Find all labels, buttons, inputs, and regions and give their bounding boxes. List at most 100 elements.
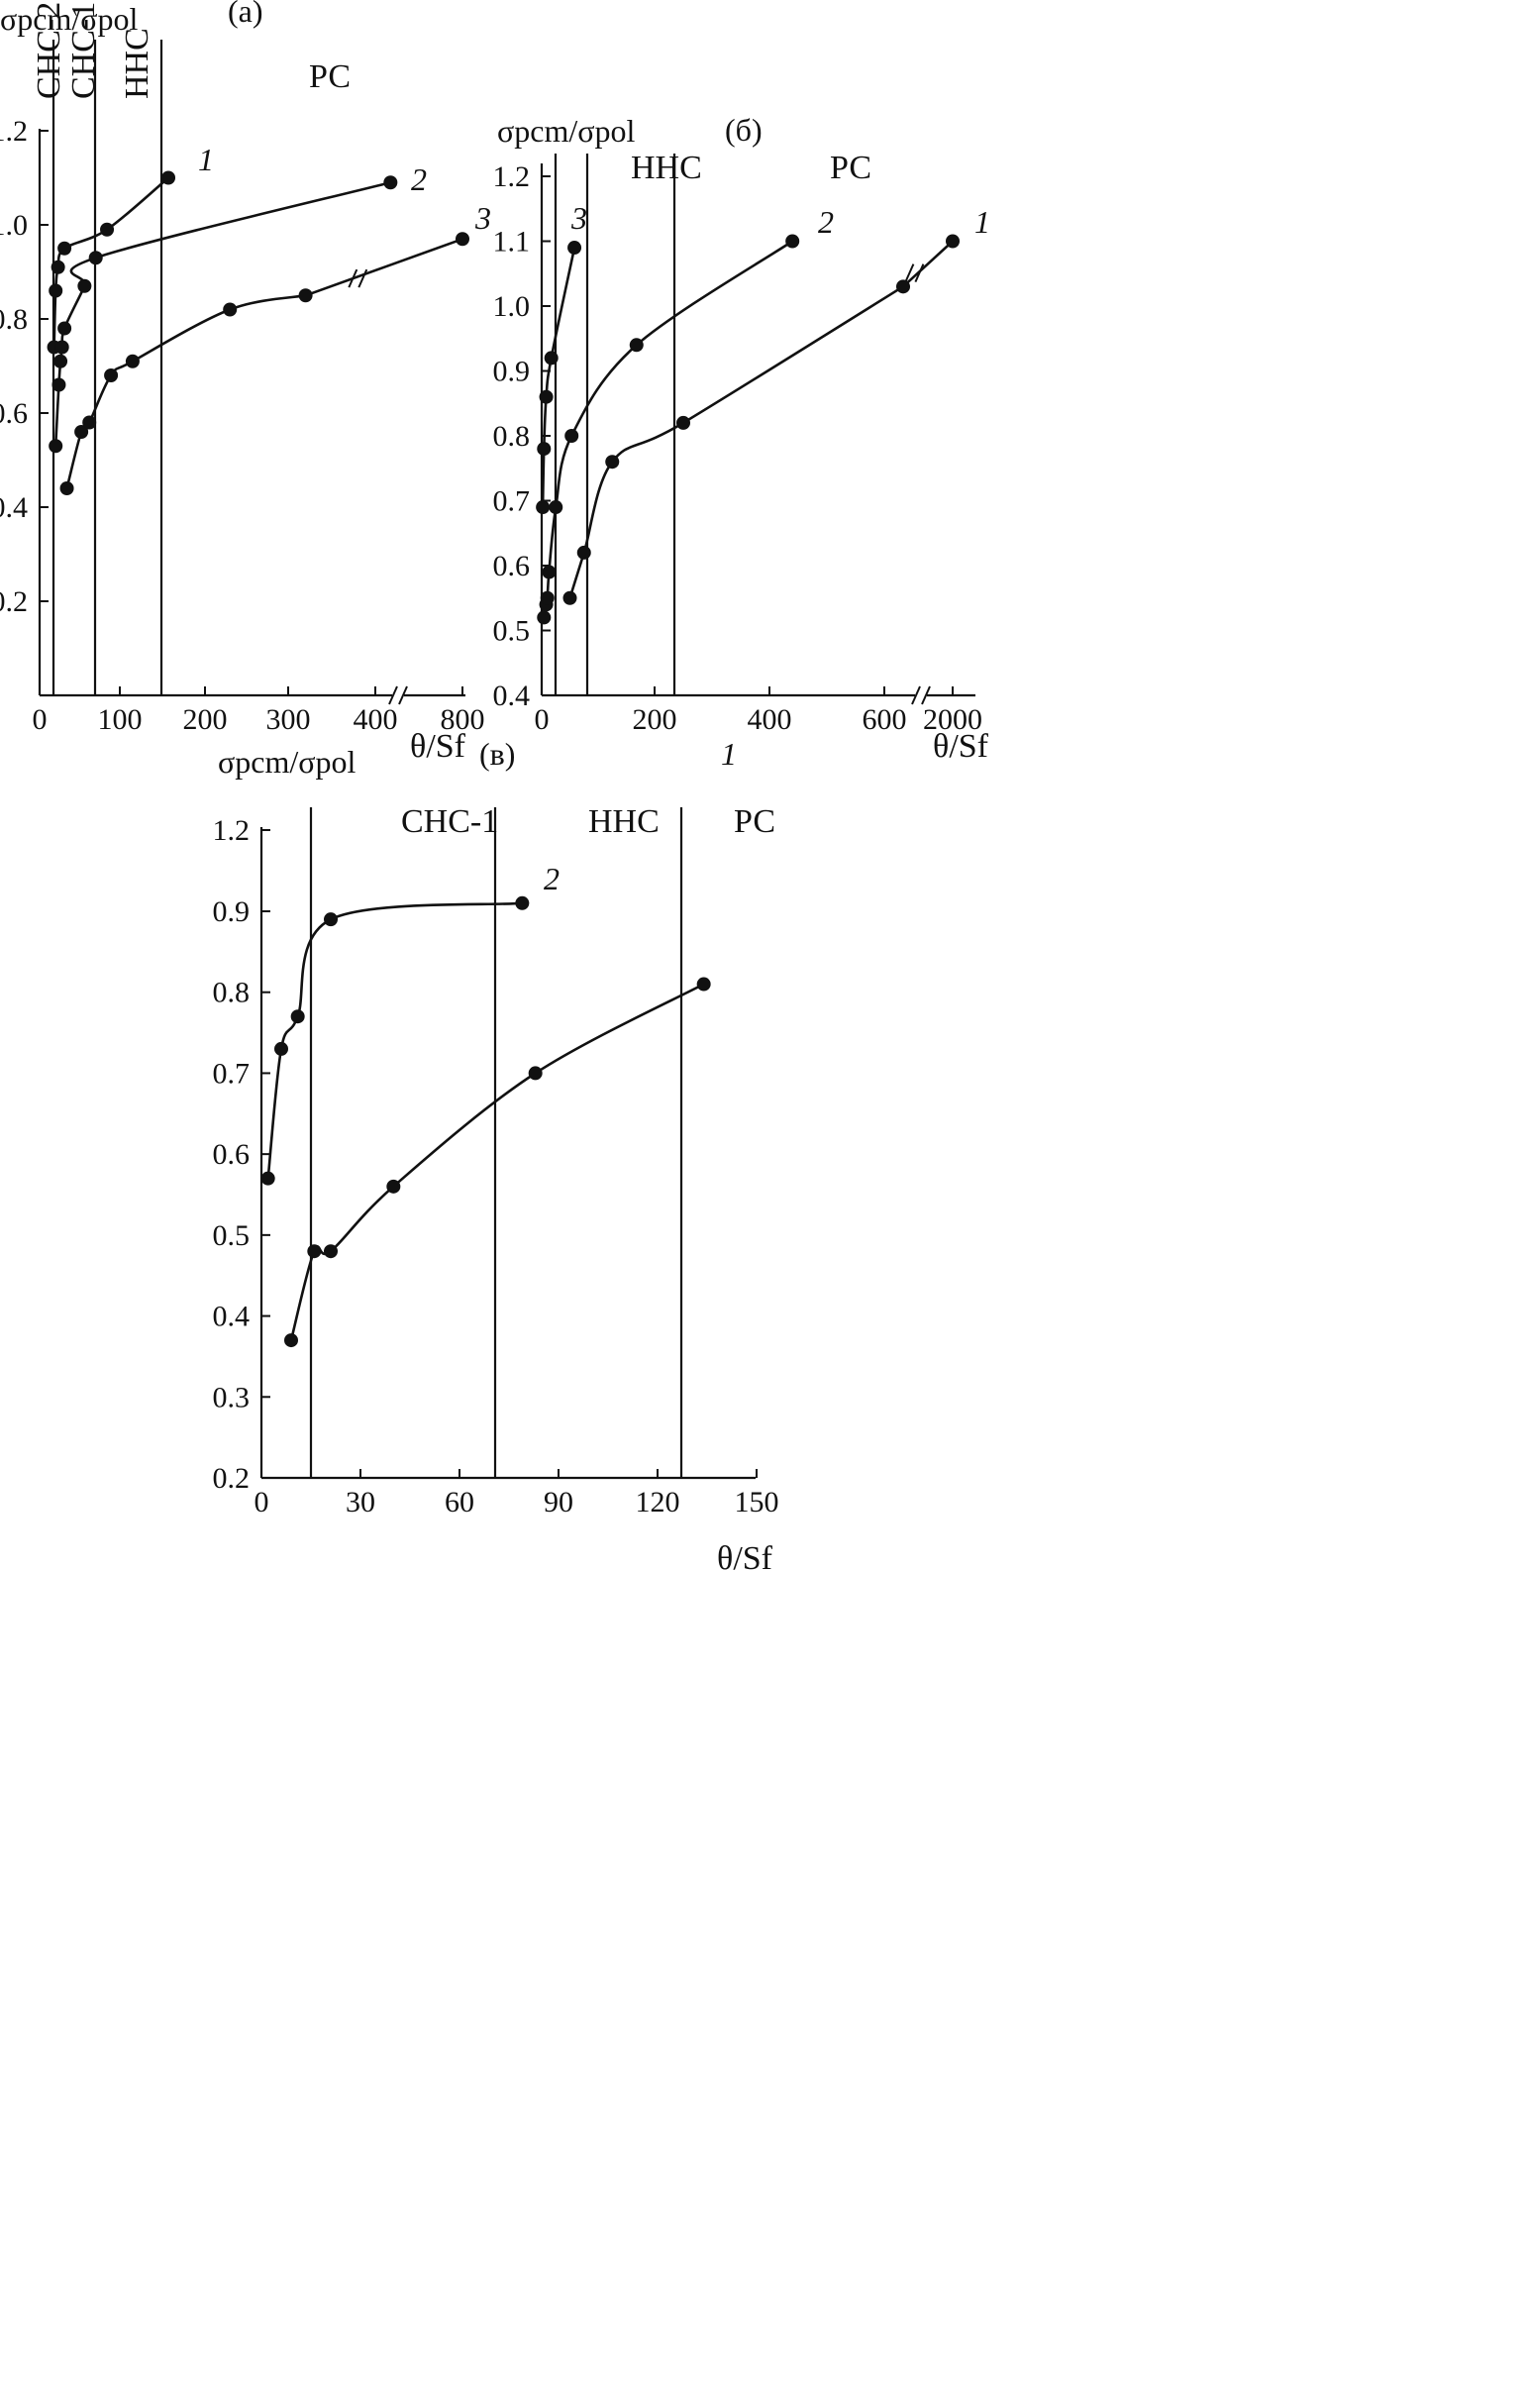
data-point: [82, 415, 97, 430]
data-point: [57, 321, 72, 336]
data-point: [324, 912, 338, 927]
x-tick-label: 800: [441, 703, 485, 736]
y-axis-label: σpcm/σpol: [497, 113, 635, 149]
region-label: РС: [309, 58, 351, 95]
y-tick-label: 0.2: [213, 1462, 251, 1495]
y-tick-label: 1.0: [493, 290, 531, 323]
data-point: [74, 425, 89, 439]
y-tick-label: 0.4: [0, 491, 28, 524]
data-point: [51, 260, 65, 274]
y-tick-label: 1.2: [0, 115, 28, 148]
y-tick-label: 0.9: [213, 895, 251, 928]
axis-break-mark: [921, 685, 931, 705]
y-tick-label: 1.2: [493, 160, 531, 193]
data-point: [549, 500, 563, 515]
chart-panel-2: (б) σpcm/σpol θ/Sf 0.4 0.5 0.6 0.7 0.8 0.9 1.0 1.1…: [493, 112, 991, 765]
y-tick-label: 0.6: [0, 397, 28, 430]
data-point: [537, 442, 552, 457]
y-axis-label: σpcm/σpol: [0, 1, 138, 37]
data-point: [564, 429, 579, 443]
series-curve: [568, 285, 904, 599]
region-label: РС: [830, 150, 871, 186]
x-tick-label: 0: [255, 1486, 269, 1518]
y-tick-label: 0.4: [213, 1301, 251, 1333]
data-point: [54, 340, 69, 355]
data-point: [51, 377, 66, 392]
axis-break-mark: [904, 263, 915, 283]
series-label: 3: [474, 200, 491, 236]
data-point: [59, 481, 74, 495]
x-tick-label: 200: [633, 703, 677, 736]
series-curve: [65, 294, 306, 489]
axis-break-mark: [357, 268, 368, 288]
series-label: 1: [974, 204, 990, 240]
data-point: [260, 1171, 275, 1186]
x-tick-label: 2000: [923, 703, 982, 736]
x-tick-label: 300: [266, 703, 311, 736]
x-tick-label: 400: [748, 703, 792, 736]
data-point: [49, 283, 63, 298]
data-point: [576, 545, 591, 560]
data-point: [125, 354, 140, 368]
x-tick-label: 60: [445, 1486, 474, 1518]
series-label: 1: [198, 142, 214, 177]
x-tick-label: 90: [544, 1486, 573, 1518]
axis-break-mark: [914, 263, 925, 283]
region-label: ННС: [588, 803, 660, 840]
axis-break-mark: [348, 268, 358, 288]
x-axis-label: θ/Sf: [933, 728, 989, 765]
data-point: [605, 455, 620, 470]
region-label: СНС-1: [401, 803, 498, 840]
data-point: [629, 338, 644, 353]
y-tick-label: 0.5: [493, 615, 531, 648]
data-point: [324, 1244, 338, 1259]
data-point: [49, 439, 63, 454]
data-point: [383, 175, 398, 190]
x-tick-label: 200: [183, 703, 228, 736]
data-point: [544, 351, 559, 366]
data-point: [456, 232, 469, 247]
data-point: [542, 565, 557, 579]
data-point: [104, 368, 119, 382]
data-point: [567, 241, 582, 256]
data-point: [539, 389, 554, 404]
panel-tag: (б): [725, 112, 763, 148]
region-label: ННС: [119, 28, 155, 99]
y-tick-label: 0.8: [0, 303, 28, 336]
data-point: [284, 1333, 298, 1348]
data-point: [515, 895, 530, 910]
x-axis-label: θ/Sf: [410, 728, 466, 765]
data-point: [88, 251, 103, 265]
data-point: [696, 977, 711, 992]
data-point: [386, 1179, 401, 1194]
axis-break-mark: [388, 685, 398, 705]
y-tick-label: 0.2: [0, 585, 28, 618]
data-point: [161, 170, 176, 185]
x-axis-label: θ/Sf: [717, 1540, 773, 1577]
y-tick-label: 0.8: [493, 420, 531, 453]
y-tick-label: 0.6: [493, 550, 531, 582]
series-label: 2: [818, 204, 834, 240]
chart-panel-3: (в) σpcm/σpol θ/Sf 0.2 0.3 0.4 0.5 0.6 0.7 0.8 0.9…: [213, 736, 779, 1577]
region-label: ННС: [631, 150, 702, 186]
data-point: [100, 222, 115, 237]
region-label: СНС-1: [65, 2, 102, 99]
chart-panel-1: (a) σpcm/σpol θ/Sf 0.2 0.4 0.6 0.8 1.0 1.2 0 100 20…: [0, 0, 491, 765]
data-point: [528, 1066, 543, 1081]
series-curve: [52, 176, 169, 348]
y-tick-label: 1.1: [493, 226, 531, 259]
x-tick-label: 600: [863, 703, 907, 736]
data-point: [290, 1009, 305, 1024]
data-point: [562, 590, 577, 605]
data-point: [307, 1244, 322, 1259]
axis-break-mark: [911, 685, 921, 705]
x-tick-label: 150: [735, 1486, 779, 1518]
panel-tag: (в): [479, 736, 515, 772]
y-tick-label: 0.3: [213, 1381, 251, 1413]
y-tick-label: 0.4: [493, 680, 531, 712]
data-point: [537, 610, 552, 625]
data-point: [77, 278, 92, 293]
data-point: [896, 279, 910, 294]
x-tick-label: 0: [33, 703, 48, 736]
